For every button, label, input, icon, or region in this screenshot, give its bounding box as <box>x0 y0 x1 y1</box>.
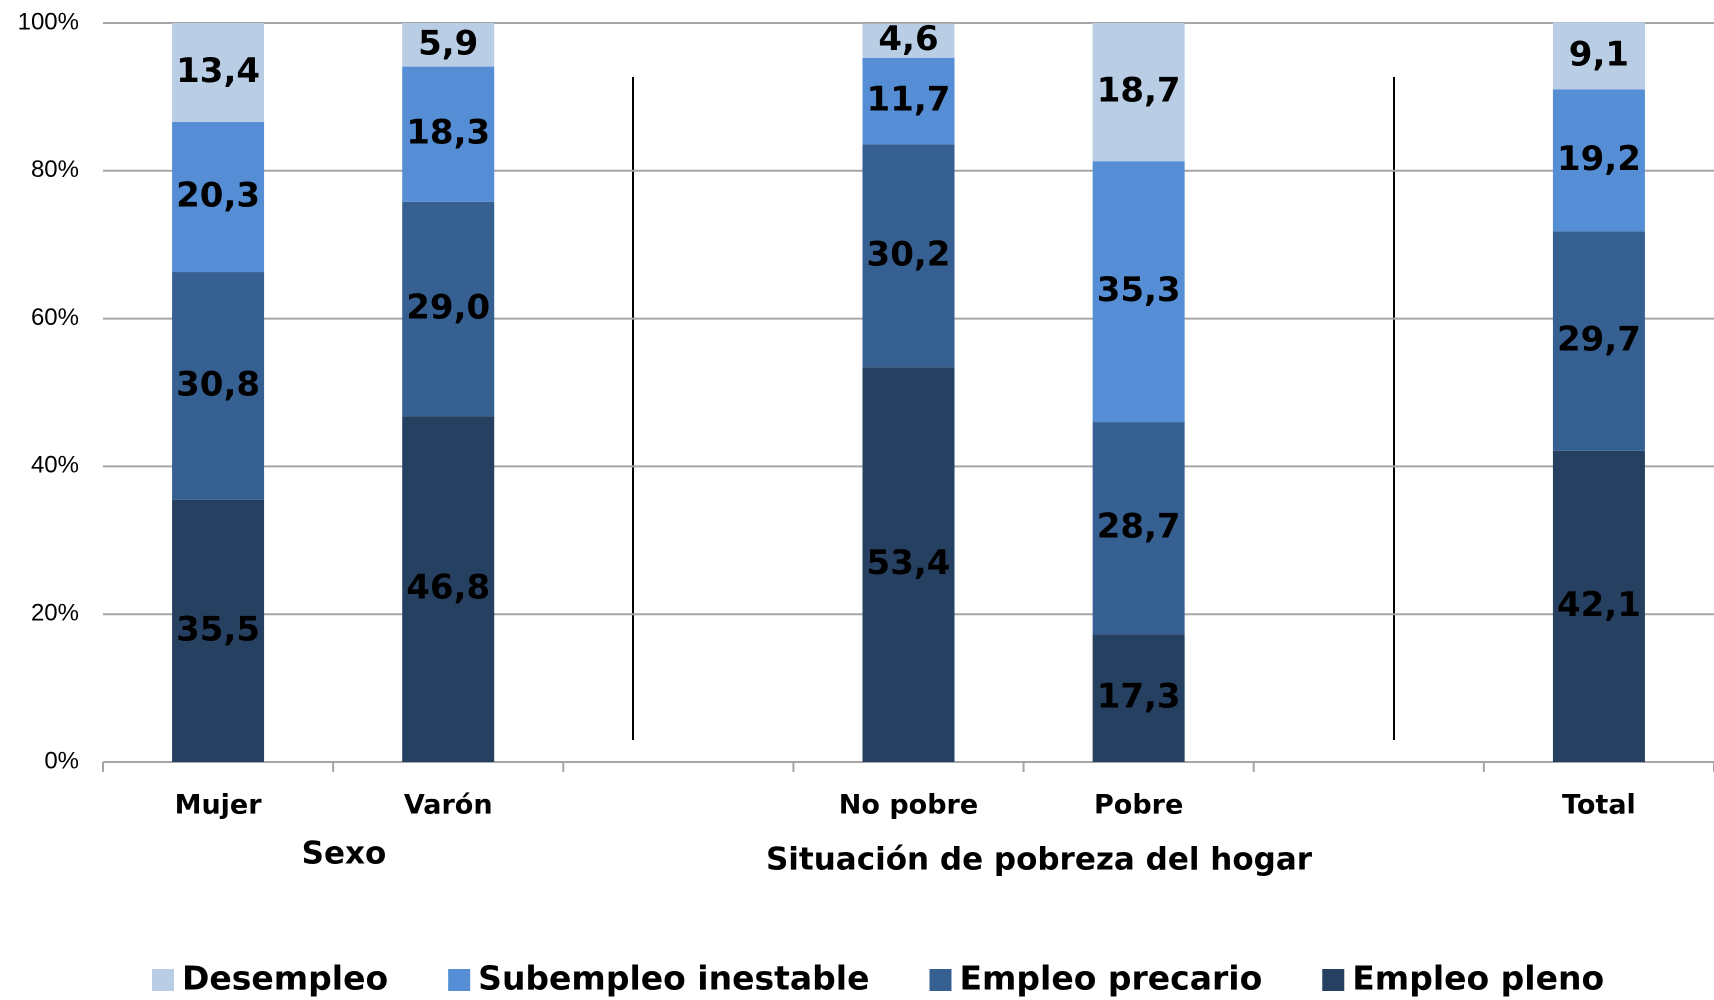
bar-segment <box>1552 89 1645 232</box>
y-tick-label: 40% <box>31 452 79 479</box>
legend-label: Desempleo <box>182 959 388 998</box>
data-label: 28,7 <box>1097 507 1181 547</box>
data-label: 29,7 <box>1557 320 1641 360</box>
data-label: 13,4 <box>176 51 260 91</box>
bar-segment <box>172 272 265 500</box>
y-tick-label: 60% <box>31 304 79 331</box>
legend-label: Subempleo inestable <box>478 959 869 998</box>
bar-segment <box>862 57 955 145</box>
y-tick-label: 0% <box>44 747 79 774</box>
legend-swatch <box>1322 969 1345 991</box>
data-label: 11,7 <box>867 79 951 119</box>
data-label: 53,4 <box>867 543 951 583</box>
data-label: 35,5 <box>176 609 260 649</box>
bar-segment <box>172 122 265 273</box>
bar-segment <box>862 144 955 368</box>
legend-label: Empleo pleno <box>1352 959 1604 998</box>
x-tick-label: Total <box>1562 790 1636 821</box>
bar-segment <box>402 416 495 762</box>
x-tick-label: No pobre <box>839 790 978 821</box>
bar-segment <box>862 367 955 762</box>
data-label: 18,7 <box>1097 71 1181 111</box>
bar-segment <box>172 499 265 762</box>
bar-segment <box>1552 231 1645 451</box>
bar-segment <box>1092 161 1185 423</box>
data-label: 17,3 <box>1097 677 1181 717</box>
bar-segment <box>1092 422 1185 635</box>
data-label: 29,0 <box>406 287 490 327</box>
data-label: 30,8 <box>176 364 260 404</box>
bar-segment <box>172 23 265 123</box>
bar-segment <box>1552 22 1645 90</box>
x-tick-label: Mujer <box>175 790 263 821</box>
data-label: 35,3 <box>1097 270 1181 310</box>
legend-swatch <box>929 969 952 991</box>
x-tick-label: Varón <box>404 790 493 821</box>
data-label: 19,2 <box>1557 139 1641 179</box>
data-label: 4,6 <box>878 19 938 59</box>
bar-segment <box>402 201 495 417</box>
bar-segment <box>402 23 495 67</box>
data-label: 9,1 <box>1569 34 1629 74</box>
data-label: 18,3 <box>406 113 490 153</box>
y-tick-label: 80% <box>31 156 79 183</box>
y-tick-label: 100% <box>18 8 79 35</box>
y-tick-label: 20% <box>31 600 79 627</box>
bar-segment <box>1092 634 1185 762</box>
legend-label: Empleo precario <box>959 959 1262 998</box>
bar-segment <box>862 23 955 58</box>
legend-swatch <box>152 969 174 991</box>
bar-segment <box>402 66 495 202</box>
bar-segment <box>1552 450 1645 762</box>
data-label: 42,1 <box>1557 585 1641 625</box>
x-tick-label: Pobre <box>1094 790 1183 821</box>
group-label: Sexo <box>302 836 387 872</box>
legend-swatch <box>448 969 471 991</box>
data-label: 30,2 <box>867 234 951 274</box>
data-label: 46,8 <box>406 568 490 608</box>
group-label: Situación de pobreza del hogar <box>766 842 1313 878</box>
data-label: 20,3 <box>176 176 260 216</box>
data-label: 5,9 <box>418 23 478 63</box>
bar-segment <box>1092 23 1185 162</box>
